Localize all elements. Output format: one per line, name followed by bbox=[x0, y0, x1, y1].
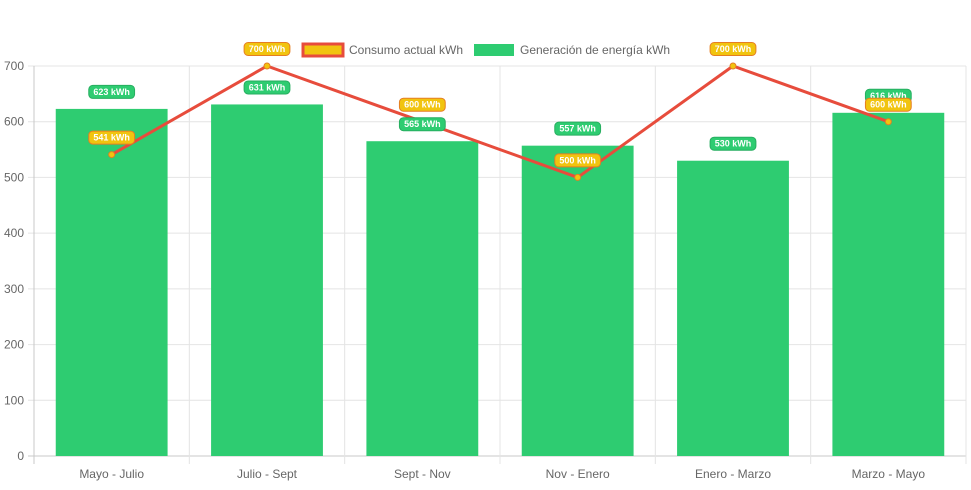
x-tick-label: Sept - Nov bbox=[394, 467, 451, 481]
data-label-generacion: 565 kWh bbox=[398, 117, 446, 132]
data-label-consumo-bg bbox=[554, 153, 602, 168]
data-label-generacion-bg bbox=[709, 136, 757, 151]
x-tick-label: Enero - Marzo bbox=[695, 467, 771, 481]
data-label-consumo-text: 600 kWh bbox=[870, 100, 907, 110]
data-label-consumo: 600 kWh bbox=[398, 97, 446, 112]
bar-generacion[interactable] bbox=[366, 141, 479, 456]
data-label-consumo-text: 600 kWh bbox=[404, 100, 441, 110]
data-label-generacion-bg bbox=[398, 117, 446, 132]
bar-generacion[interactable] bbox=[55, 108, 168, 457]
data-label-generacion-text: 623 kWh bbox=[93, 87, 130, 97]
point-consumo[interactable] bbox=[729, 62, 737, 70]
data-label-consumo: 700 kWh bbox=[243, 42, 291, 56]
data-label-generacion-text: 616 kWh bbox=[870, 91, 907, 101]
data-label-generacion: 557 kWh bbox=[554, 121, 602, 136]
legend-swatch-generacion bbox=[474, 44, 514, 56]
data-label-consumo: 500 kWh bbox=[554, 153, 602, 168]
data-label-generacion-text: 631 kWh bbox=[249, 82, 286, 92]
data-label-consumo: 600 kWh bbox=[864, 97, 912, 112]
data-label-consumo-text: 500 kWh bbox=[559, 155, 596, 165]
data-label-generacion-bg bbox=[88, 84, 136, 99]
axis-layer: 0 100 200 300 400 500 600 700 Mayo - Julio Julio … bbox=[4, 59, 925, 481]
line-consumo bbox=[110, 64, 889, 179]
data-label-consumo-bg bbox=[709, 42, 757, 56]
x-tick-label: Nov - Enero bbox=[546, 467, 610, 481]
bar-generacion[interactable] bbox=[211, 104, 323, 456]
y-tick-label: 200 bbox=[4, 338, 24, 352]
data-label-generacion-text: 565 kWh bbox=[404, 119, 441, 129]
data-label-consumo-bg bbox=[243, 42, 291, 56]
point-consumo[interactable] bbox=[884, 118, 892, 126]
bar-generacion[interactable] bbox=[521, 145, 634, 456]
legend-item-consumo[interactable]: Consumo actual kWh bbox=[301, 42, 463, 58]
point-consumo[interactable] bbox=[263, 62, 271, 70]
bar-layer bbox=[55, 104, 945, 457]
data-label-generacion: 623 kWh bbox=[88, 84, 136, 99]
data-label-consumo-text: 700 kWh bbox=[249, 44, 286, 54]
y-tick-label: 700 bbox=[4, 59, 24, 73]
y-tick-label: 500 bbox=[4, 170, 24, 184]
data-label-consumo-text: 541 kWh bbox=[93, 133, 130, 143]
grid-layer bbox=[28, 65, 967, 464]
data-label-generacion-text: 530 kWh bbox=[715, 139, 752, 149]
label-layer: 623 kWh 631 kWh 565 kWh 557 kWh 530 kWh 616 k… bbox=[88, 42, 912, 168]
data-label-consumo-text: 700 kWh bbox=[715, 44, 752, 54]
y-tick-label: 100 bbox=[4, 393, 24, 407]
x-tick-label: Marzo - Mayo bbox=[852, 467, 926, 481]
data-label-generacion-text: 557 kWh bbox=[559, 124, 596, 134]
data-label-generacion-bg bbox=[243, 80, 291, 95]
bar-generacion[interactable] bbox=[677, 160, 789, 456]
y-tick-label: 300 bbox=[4, 282, 24, 296]
data-label-consumo: 700 kWh bbox=[709, 42, 757, 56]
y-tick-label: 0 bbox=[17, 449, 24, 463]
data-label-generacion-bg bbox=[554, 121, 602, 136]
legend-label-consumo: Consumo actual kWh bbox=[349, 43, 463, 57]
legend[interactable]: Consumo actual kWh Generación de energía… bbox=[301, 42, 670, 58]
bar-generacion[interactable] bbox=[832, 112, 945, 457]
x-tick-label: Julio - Sept bbox=[237, 467, 298, 481]
data-label-generacion: 530 kWh bbox=[709, 136, 757, 151]
data-label-generacion: 631 kWh bbox=[243, 80, 291, 95]
data-label-consumo: 541 kWh bbox=[88, 130, 136, 145]
legend-item-generacion[interactable]: Generación de energía kWh bbox=[474, 43, 670, 57]
legend-label-generacion: Generación de energía kWh bbox=[520, 43, 670, 57]
x-tick-label: Mayo - Julio bbox=[79, 467, 144, 481]
data-label-consumo-bg bbox=[398, 97, 446, 112]
y-tick-label: 400 bbox=[4, 226, 24, 240]
data-label-consumo-bg bbox=[88, 130, 136, 145]
point-consumo[interactable] bbox=[108, 151, 116, 159]
data-label-consumo-bg bbox=[864, 97, 912, 112]
legend-swatch-consumo bbox=[301, 42, 345, 58]
point-consumo[interactable] bbox=[574, 173, 582, 181]
y-tick-label: 600 bbox=[4, 115, 24, 129]
